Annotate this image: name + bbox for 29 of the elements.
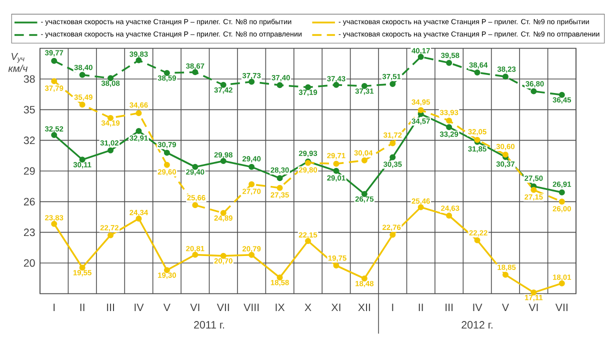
y-tick-label: 20 xyxy=(24,259,35,267)
x-tick-label: II xyxy=(418,304,423,312)
text: 2011 г. xyxy=(194,321,224,329)
y-axis-title: V$_{уч}$ км/ч xyxy=(8,53,28,72)
text: 2012 г. xyxy=(462,321,492,329)
x-tick-label: IX xyxy=(276,304,285,312)
x-tick-label: XI xyxy=(331,304,340,312)
x-tick-label: IV xyxy=(134,304,144,312)
x-tick-label: V xyxy=(502,304,509,312)
x-tick-label: VI xyxy=(190,304,200,312)
y-tick-label: 35 xyxy=(24,106,35,114)
x-tick-label: IV xyxy=(473,304,482,312)
y-tick-label: 38 xyxy=(24,75,35,83)
y-tick-label: 32 xyxy=(24,136,35,144)
x-tick-label: I xyxy=(392,304,394,312)
x-tick-label: VII xyxy=(555,304,568,312)
x-tick-label: III xyxy=(446,304,453,312)
x-tick-label: VII xyxy=(216,304,229,312)
x-tick-label: VI xyxy=(528,304,538,312)
x-tick-label: V xyxy=(163,304,170,312)
x-tick-label: III xyxy=(107,304,114,312)
y-tick-label: 23 xyxy=(24,228,35,236)
x-tick-label: X xyxy=(304,304,312,312)
x-tick-label: VIII xyxy=(244,304,259,312)
x-tick-label: XII xyxy=(358,304,370,312)
x-tick-label: II xyxy=(80,304,84,312)
x-tick-label: I xyxy=(54,304,55,312)
y-tick-label: 26 xyxy=(24,198,35,206)
y-tick-label: 29 xyxy=(24,167,35,175)
